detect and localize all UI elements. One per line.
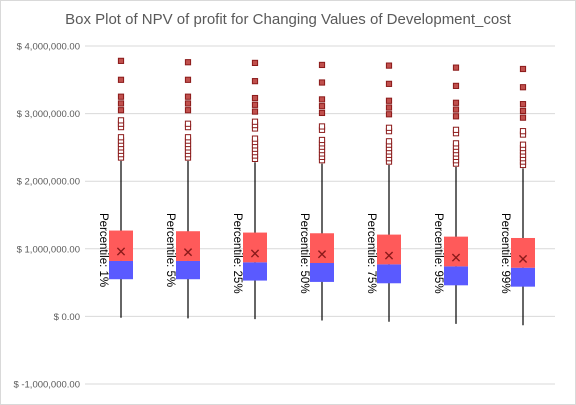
box-upper <box>444 236 468 267</box>
box-lower <box>310 262 334 282</box>
outlier-point <box>519 84 527 91</box>
outlier-point <box>117 93 125 100</box>
outlier-point <box>452 99 460 106</box>
outlier-point <box>117 117 125 124</box>
outlier-point <box>385 80 393 87</box>
outlier-point <box>184 120 192 127</box>
box-upper <box>243 232 267 263</box>
box-lower <box>511 267 535 287</box>
outlier-point <box>117 100 125 107</box>
box-upper <box>109 230 133 261</box>
outlier-point <box>117 107 125 114</box>
outlier-point <box>519 114 527 121</box>
outlier-point <box>519 128 527 135</box>
outlier-point <box>318 103 326 110</box>
box-upper <box>310 233 334 263</box>
outlier-point <box>385 138 393 145</box>
outlier-point <box>385 104 393 111</box>
box-upper <box>511 237 535 268</box>
outlier-point <box>519 101 527 108</box>
outlier-point <box>251 108 259 115</box>
outlier-point <box>251 101 259 108</box>
mean-marker <box>384 251 394 260</box>
outlier-point <box>318 79 326 86</box>
box-lower <box>176 260 200 280</box>
outlier-point <box>251 118 259 125</box>
outlier-point <box>318 123 326 130</box>
outlier-point <box>318 109 326 117</box>
box-lower <box>109 260 133 280</box>
box-lower <box>444 266 468 286</box>
outlier-point <box>117 57 125 64</box>
outlier-point <box>385 62 393 69</box>
category-label: Percentile: 25% <box>231 213 243 294</box>
mean-marker <box>250 249 260 258</box>
mean-marker <box>183 248 193 257</box>
y-tick-label: $ -1,000,000.00 <box>13 380 80 391</box>
box-upper <box>176 231 200 261</box>
outlier-point <box>251 78 259 85</box>
outlier-point <box>184 76 192 83</box>
outlier-point <box>184 107 192 114</box>
y-tick-label: $ 4,000,000.00 <box>17 42 80 53</box>
outlier-point <box>184 59 192 66</box>
outlier-point <box>117 134 125 141</box>
outlier-point <box>318 96 326 103</box>
outlier-point <box>251 59 259 66</box>
outlier-point <box>452 64 460 71</box>
outlier-point <box>318 61 326 69</box>
y-tick-label: $ 1,000,000.00 <box>17 244 80 255</box>
y-tick-label: $ 3,000,000.00 <box>17 109 80 120</box>
outlier-point <box>184 134 192 141</box>
y-tick-label: $ 2,000,000.00 <box>17 177 80 188</box>
box-upper <box>377 234 401 265</box>
outlier-point <box>452 82 460 89</box>
outlier-point <box>251 135 259 142</box>
outlier-point <box>117 76 125 83</box>
outlier-point <box>184 93 192 100</box>
outlier-point <box>519 107 527 114</box>
outlier-point <box>318 136 326 144</box>
box-lower <box>243 262 267 281</box>
mean-marker <box>518 254 528 264</box>
category-label: Percentile: 99% <box>499 213 511 294</box>
outlier-point <box>385 97 393 104</box>
mean-marker <box>116 247 126 256</box>
y-tick-label: $ 0.00 <box>54 312 80 323</box>
outlier-point <box>452 140 460 147</box>
outlier-point <box>184 100 192 107</box>
outlier-point <box>385 124 393 131</box>
box-lower <box>377 264 401 284</box>
outlier-point <box>385 111 393 118</box>
category-label: Percentile: 5% <box>164 213 176 287</box>
mean-marker <box>317 250 327 259</box>
outlier-point <box>519 65 527 73</box>
category-label: Percentile: 50% <box>298 213 310 294</box>
outlier-point <box>251 94 259 102</box>
mean-marker <box>451 253 461 262</box>
category-label: Percentile: 75% <box>365 213 377 294</box>
category-label: Percentile: 95% <box>432 213 444 294</box>
outlier-point <box>452 113 460 120</box>
outlier-point <box>452 126 460 133</box>
outlier-point <box>519 141 527 148</box>
outlier-point <box>452 106 460 113</box>
chart-title: Box Plot of NPV of profit for Changing V… <box>65 11 511 28</box>
category-label: Percentile: 1% <box>97 213 109 287</box>
